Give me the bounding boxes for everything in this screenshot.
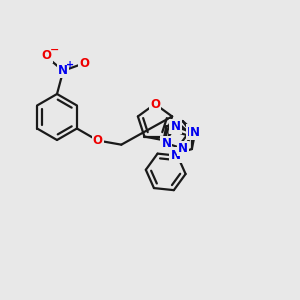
Text: O: O bbox=[80, 57, 89, 70]
Text: +: + bbox=[66, 60, 74, 70]
Text: N: N bbox=[178, 142, 188, 155]
Text: N: N bbox=[170, 149, 181, 162]
Text: N: N bbox=[170, 148, 181, 161]
Text: N: N bbox=[190, 126, 200, 139]
Text: O: O bbox=[150, 98, 160, 110]
Text: O: O bbox=[42, 50, 52, 62]
Text: N: N bbox=[170, 120, 181, 133]
Text: N: N bbox=[187, 125, 197, 139]
Text: N: N bbox=[58, 64, 68, 77]
Text: −: − bbox=[50, 45, 59, 55]
Text: N: N bbox=[161, 137, 171, 150]
Text: O: O bbox=[93, 134, 103, 147]
